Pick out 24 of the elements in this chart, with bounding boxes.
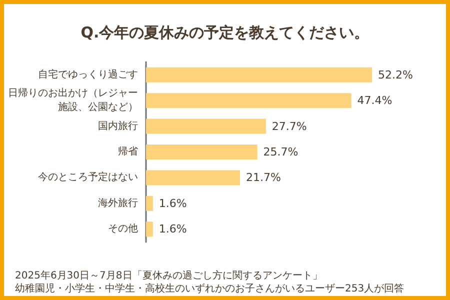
y-tick-label: 帰省: [118, 146, 138, 158]
bar: [146, 196, 153, 211]
bar: [146, 93, 352, 108]
y-tick-label: 自宅でゆっくり過ごす: [38, 68, 138, 80]
data-label: 52.2%: [378, 68, 413, 82]
bar: [146, 118, 266, 134]
data-label: 25.7%: [263, 146, 298, 158]
data-label: 27.7%: [272, 120, 307, 133]
bar: [146, 67, 372, 82]
data-label: 1.6%: [158, 196, 187, 210]
data-label: 1.6%: [158, 222, 187, 236]
bar: [146, 222, 153, 237]
bar: [146, 170, 240, 186]
chart-title: Q.今年の夏休みの予定を教えてください。: [80, 24, 370, 42]
y-tick-label: その他: [108, 222, 138, 235]
y-tick-label: 今のところ予定はない: [38, 171, 138, 184]
data-label: 21.7%: [246, 171, 281, 184]
y-tick-label: 国内旅行: [98, 120, 138, 132]
text: 2025年6月30日～7月8日「夏休みの過ごし方に関するアンケート」: [15, 270, 322, 282]
text: 幼稚園児・小学生・中学生・高校生のいずれかのお子さんがいるユーザー253人が回答: [15, 282, 404, 294]
bar: [146, 144, 258, 160]
y-tick-label: 海外旅行: [98, 196, 138, 209]
data-label: 47.4%: [357, 94, 392, 108]
y-tick-label: 日帰りのお出かけ（レジャー施設、公園など）: [8, 87, 138, 114]
